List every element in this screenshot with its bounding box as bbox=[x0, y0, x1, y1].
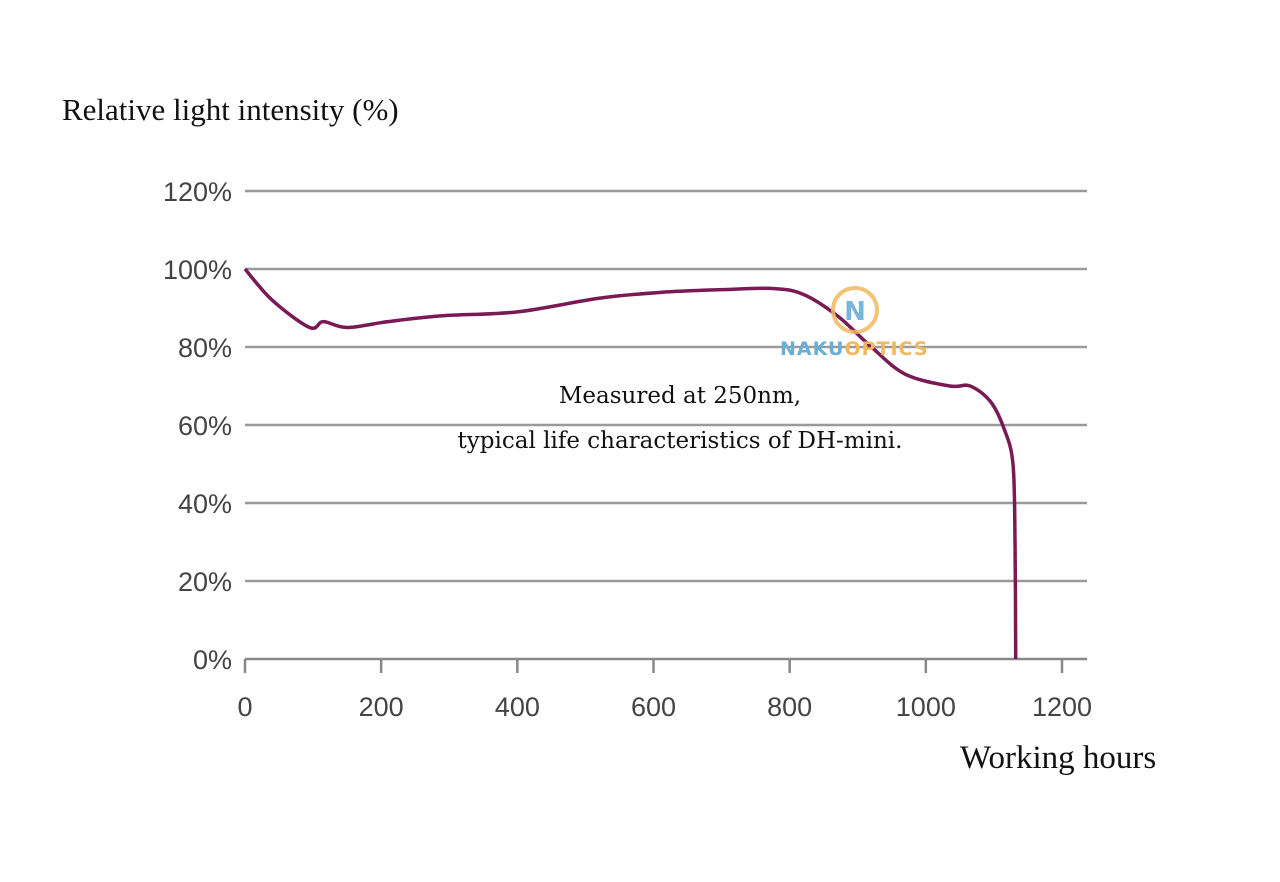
x-axis-title: Working hours bbox=[960, 740, 1157, 776]
x-tick-label: 400 bbox=[495, 692, 540, 722]
y-axis-title: Relative light intensity (%) bbox=[62, 92, 399, 127]
y-tick-label: 60% bbox=[178, 411, 232, 441]
y-tick-label: 80% bbox=[178, 333, 232, 363]
watermark-logo: N NAKUOPTICS bbox=[780, 284, 935, 364]
annotation-line-1: Measured at 250nm, bbox=[558, 383, 802, 409]
series-line bbox=[243, 267, 1018, 660]
x-tick-label: 1200 bbox=[1032, 692, 1092, 722]
y-tick-label: 100% bbox=[163, 255, 232, 285]
x-tick-label: 600 bbox=[631, 692, 676, 722]
x-tick-label: 200 bbox=[359, 692, 404, 722]
watermark-text: NAKUOPTICS bbox=[780, 338, 929, 360]
annotation-line-2: typical life characteristics of DH-mini. bbox=[457, 428, 903, 454]
x-tick-label: 1000 bbox=[896, 692, 956, 722]
x-tick-label: 800 bbox=[767, 692, 812, 722]
y-tick-label: 120% bbox=[163, 177, 232, 207]
svg-text:N: N bbox=[844, 297, 866, 327]
y-tick-label: 40% bbox=[178, 489, 232, 519]
y-tick-label: 20% bbox=[178, 567, 232, 597]
x-tick-label: 0 bbox=[237, 692, 252, 722]
logo-icon: N bbox=[831, 286, 879, 334]
y-tick-label: 0% bbox=[193, 645, 232, 675]
